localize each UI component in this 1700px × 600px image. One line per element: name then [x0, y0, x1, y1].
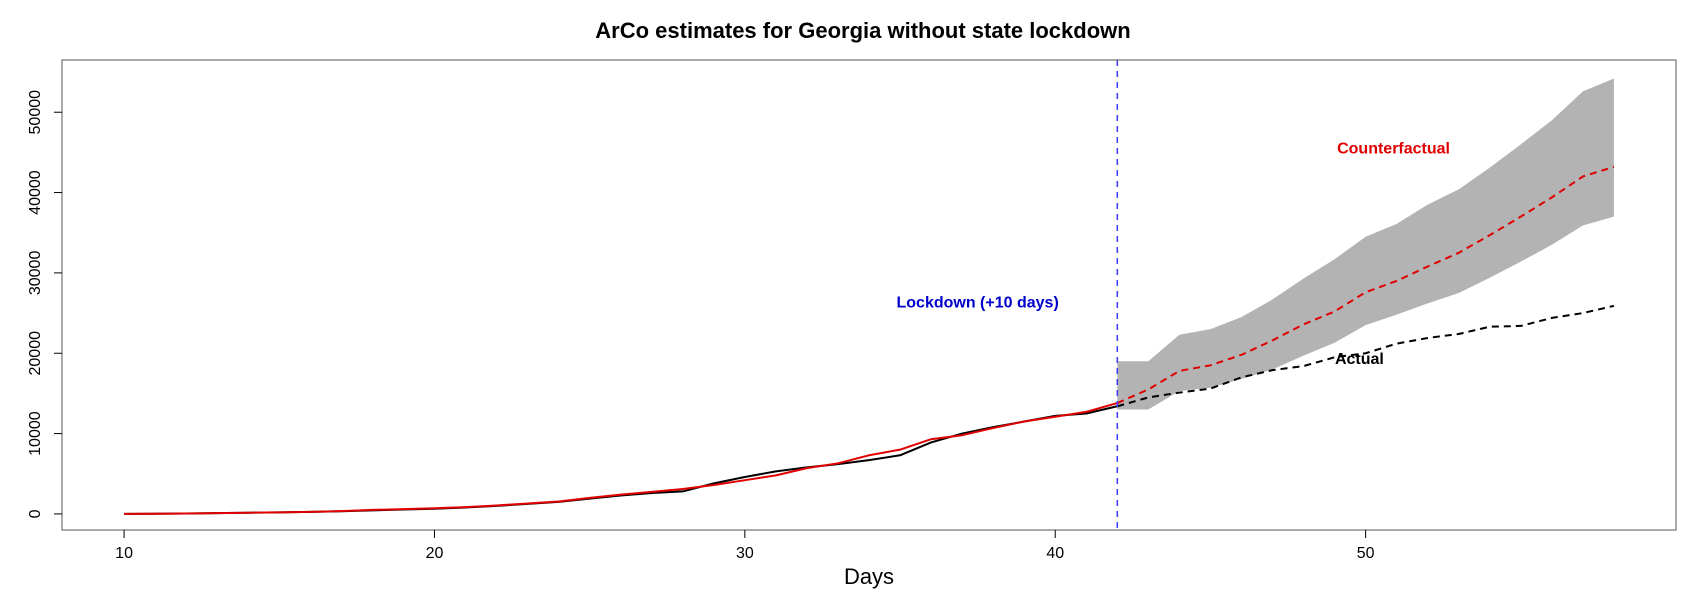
x-tick-label: 10 — [115, 545, 133, 562]
series-line-counterfactual-dashed — [1116, 165, 1615, 404]
y-tick-label: 50000 — [27, 90, 44, 135]
series-line-actual-solid — [124, 405, 1118, 515]
annotation-actual: Actual — [1335, 351, 1384, 368]
y-tick-label: 20000 — [27, 331, 44, 376]
x-axis-title: Days — [844, 564, 894, 589]
y-tick-label: 40000 — [27, 170, 44, 215]
series-line-counterfactual-solid — [124, 402, 1118, 515]
x-tick-label: 50 — [1357, 545, 1375, 562]
confidence-band — [1117, 78, 1614, 410]
y-tick-label: 10000 — [27, 411, 44, 456]
y-tick-label: 30000 — [27, 251, 44, 296]
y-tick-label: 0 — [27, 509, 44, 518]
x-tick-label: 30 — [736, 545, 754, 562]
x-tick-label: 40 — [1046, 545, 1064, 562]
plot-frame — [61, 59, 1677, 531]
x-tick-label: 20 — [426, 545, 444, 562]
chart-title: ArCo estimates for Georgia without state… — [595, 18, 1130, 43]
series-line-actual-dashed — [1117, 304, 1615, 408]
annotation-counterfactual: Counterfactual — [1337, 140, 1450, 157]
annotation-lockdown-10-days: Lockdown (+10 days) — [897, 295, 1059, 312]
